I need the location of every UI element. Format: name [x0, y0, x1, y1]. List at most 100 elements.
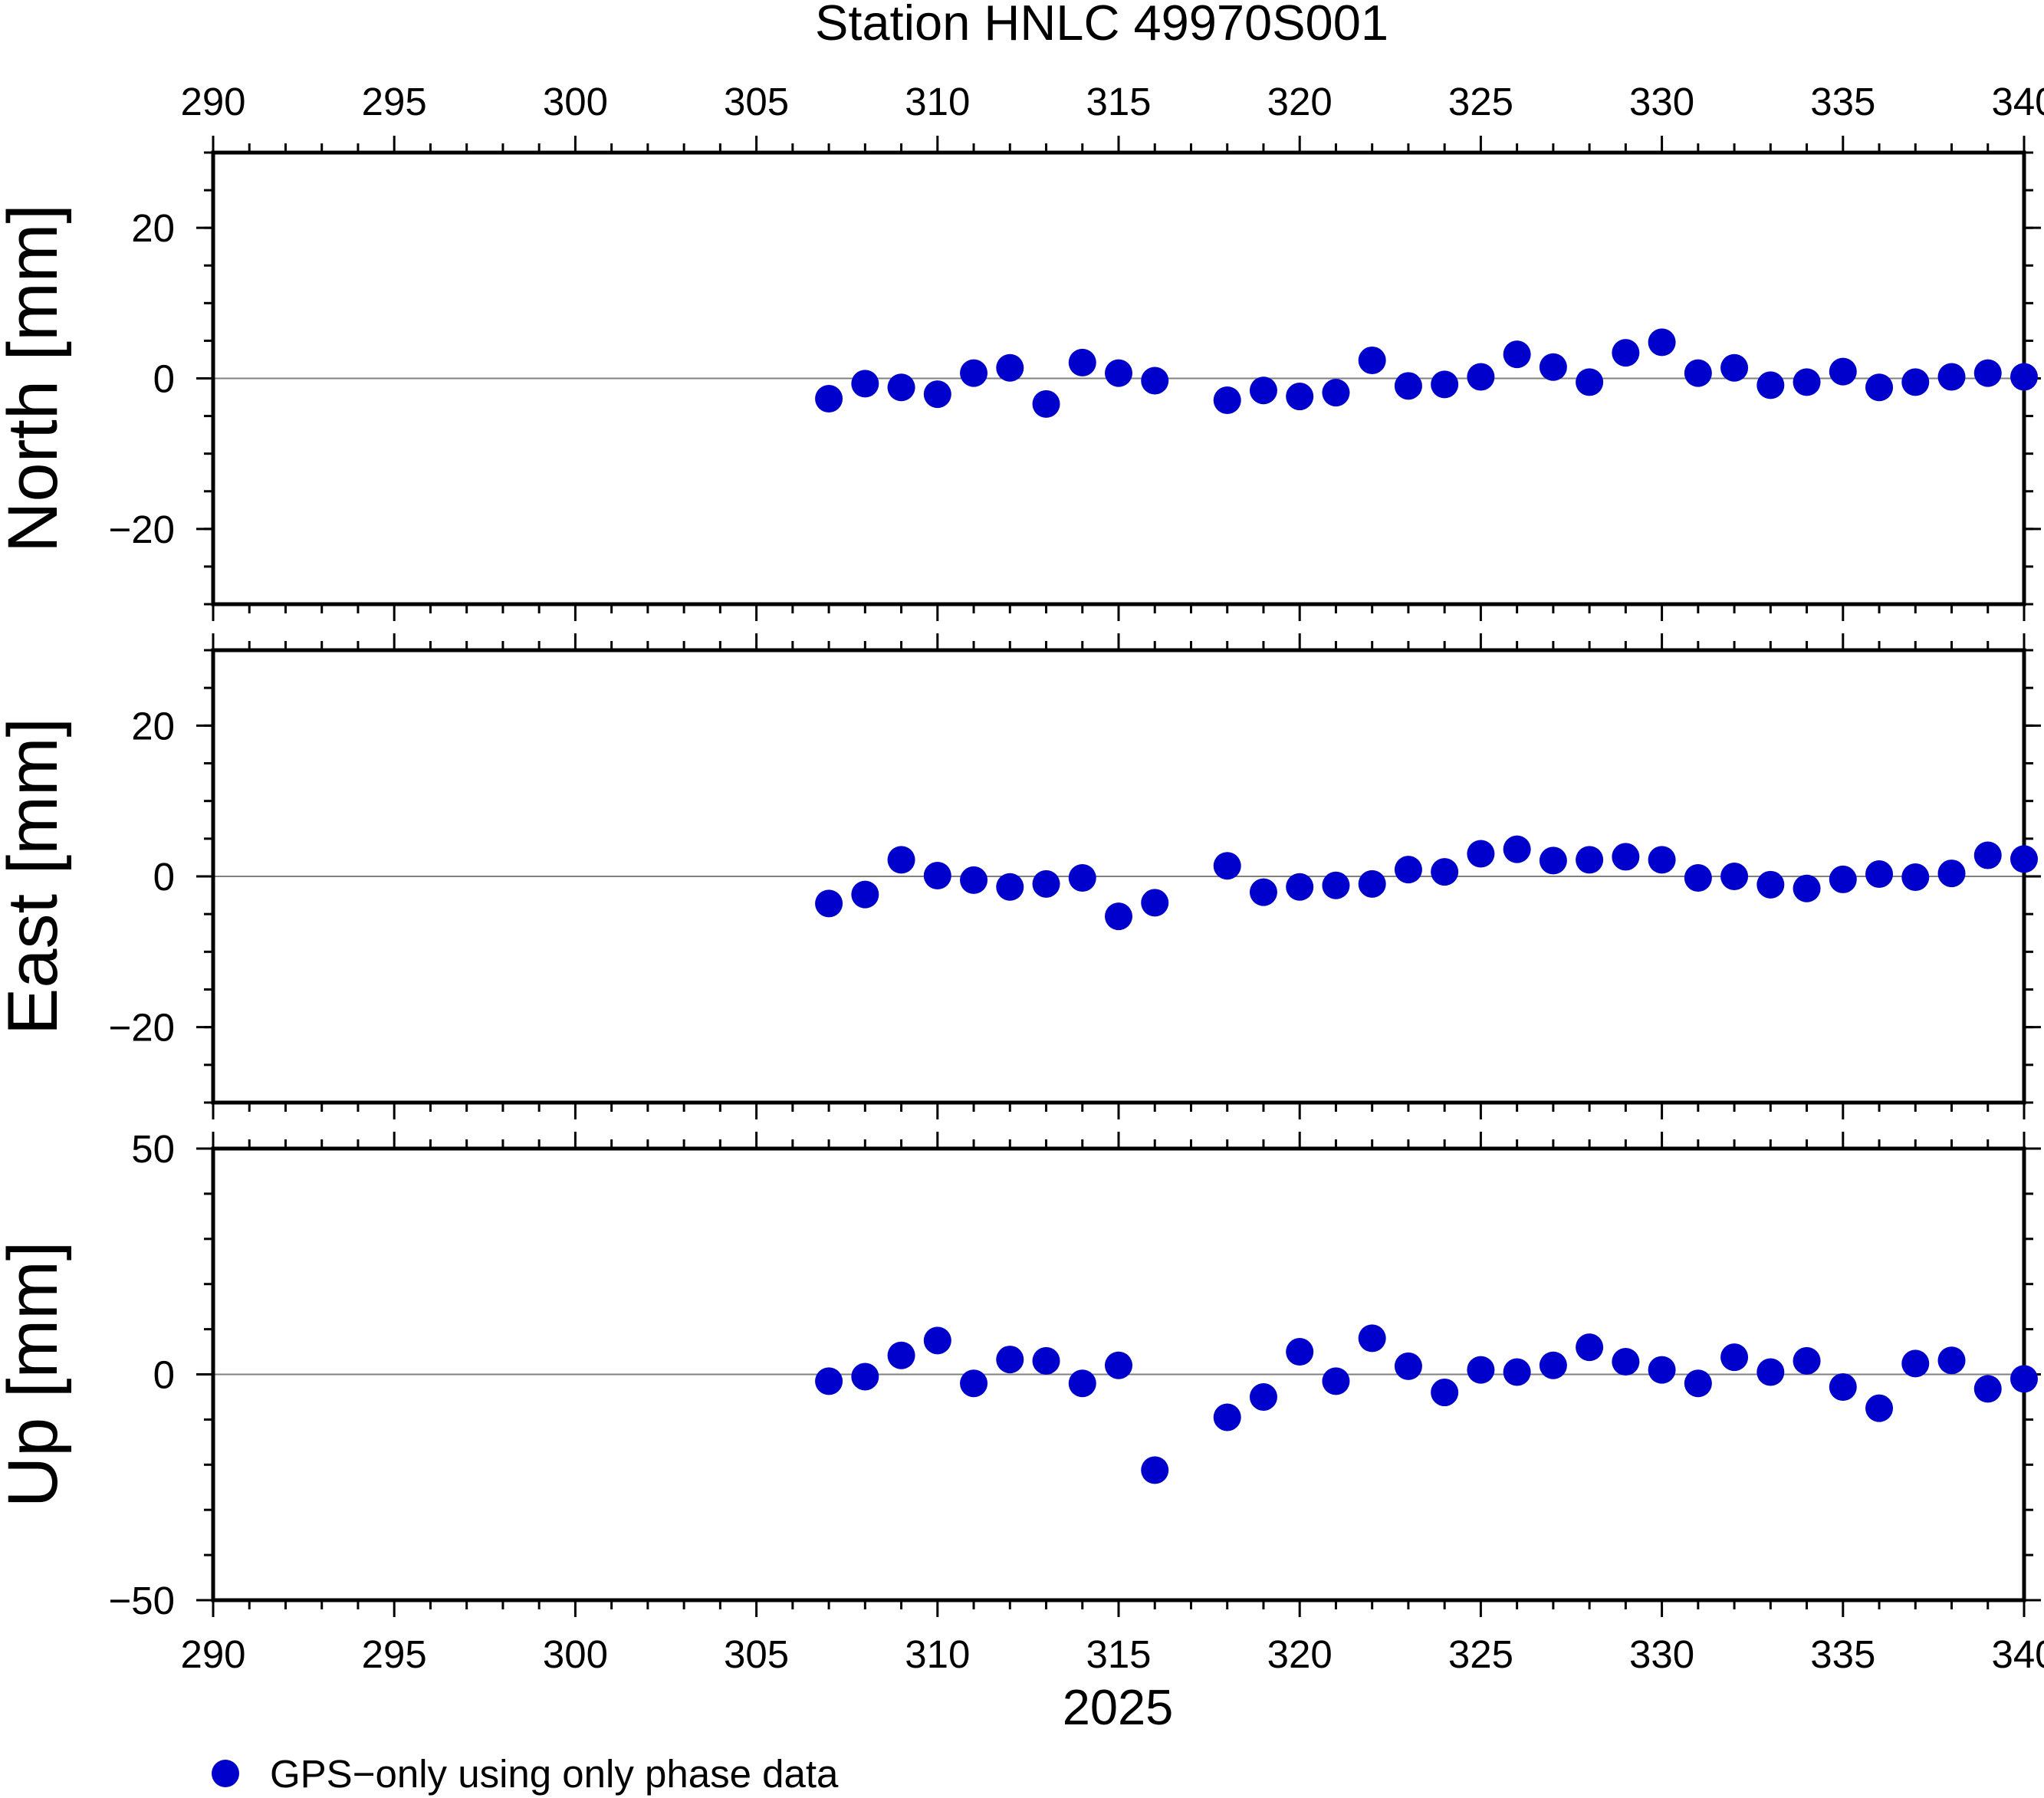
data-point — [1539, 846, 1567, 875]
data-point — [1648, 328, 1676, 357]
x-tick-label-bottom: 330 — [1629, 1632, 1694, 1676]
data-point — [1322, 379, 1350, 407]
data-point — [1503, 340, 1531, 369]
data-point — [1068, 863, 1096, 892]
data-point — [1829, 865, 1857, 893]
data-point — [1865, 860, 1894, 889]
data-point — [1829, 357, 1857, 386]
data-point — [923, 1326, 951, 1355]
data-point — [1431, 858, 1459, 886]
y-tick-label: 0 — [153, 855, 175, 899]
data-point — [815, 385, 843, 413]
x-tick-label-top: 310 — [905, 80, 970, 123]
data-point — [1793, 874, 1821, 902]
data-point — [887, 846, 915, 874]
y-tick-label: 20 — [131, 704, 175, 748]
data-point — [1394, 856, 1422, 884]
data-point — [1973, 1375, 2002, 1403]
x-tick-label-top: 300 — [543, 80, 608, 123]
data-point — [1286, 383, 1314, 411]
data-point — [815, 1367, 843, 1395]
data-point — [1720, 1343, 1749, 1372]
y-tick-label: 0 — [153, 357, 175, 401]
y-tick-label: 0 — [153, 1353, 175, 1397]
x-tick-label-top: 340 — [1991, 80, 2044, 123]
x-tick-label-top: 305 — [724, 80, 789, 123]
data-point — [1322, 1367, 1350, 1395]
data-point — [1865, 373, 1894, 402]
data-point — [851, 370, 879, 398]
data-point — [1467, 840, 1495, 868]
x-tick-label-top: 290 — [180, 80, 245, 123]
data-point — [1648, 846, 1676, 874]
data-point — [996, 353, 1024, 382]
x-tick-label-bottom: 320 — [1267, 1632, 1333, 1676]
data-point — [1901, 863, 1930, 891]
data-point — [1213, 386, 1241, 414]
x-axis-year-label: 2025 — [1063, 1679, 1174, 1735]
x-tick-label-bottom: 315 — [1086, 1632, 1151, 1676]
data-point — [1793, 368, 1821, 396]
x-tick-label-bottom: 310 — [905, 1632, 970, 1676]
data-point — [923, 862, 951, 890]
data-point — [1105, 902, 1132, 931]
data-point — [1576, 846, 1604, 874]
data-point — [1213, 852, 1241, 880]
x-tick-label-bottom: 295 — [362, 1632, 427, 1676]
data-point — [887, 373, 915, 402]
data-point — [1394, 1352, 1422, 1380]
x-tick-label-bottom: 335 — [1810, 1632, 1875, 1676]
data-point — [960, 866, 988, 894]
data-point — [1539, 353, 1567, 381]
data-point — [1865, 1394, 1894, 1422]
data-point — [1684, 1369, 1712, 1398]
data-point — [1937, 363, 1966, 391]
y-tick-label: −20 — [108, 508, 175, 551]
north-panel: 290 295 300 305 310 315 320 325 330 335 340 −20 0 20 N… — [0, 80, 2044, 621]
y-axis-title: East [mm] — [0, 718, 72, 1035]
x-tick-label-bottom: 300 — [543, 1632, 608, 1676]
data-point — [960, 359, 988, 387]
data-point — [1684, 863, 1712, 892]
legend-label: GPS−only using only phase data — [270, 1752, 839, 1796]
x-tick-label-top: 315 — [1086, 80, 1151, 123]
data-point — [1249, 1382, 1277, 1411]
data-point — [1358, 346, 1386, 374]
data-point — [1431, 1379, 1459, 1407]
data-point — [1539, 1351, 1567, 1379]
data-point — [1756, 1358, 1785, 1386]
data-point — [1973, 841, 2002, 869]
data-point — [1286, 873, 1314, 901]
data-point — [1105, 1351, 1132, 1379]
data-point — [1467, 363, 1495, 391]
data-point — [1937, 1346, 1966, 1375]
data-point — [1431, 370, 1459, 399]
x-tick-label-bottom: 290 — [180, 1632, 245, 1676]
data-point — [1973, 359, 2002, 387]
data-point — [996, 1346, 1024, 1374]
figure-title: Station HNLC 49970S001 — [815, 0, 1388, 51]
data-point — [960, 1369, 988, 1398]
data-point — [1141, 1456, 1169, 1484]
data-point — [923, 380, 951, 409]
y-tick-label: 50 — [131, 1127, 175, 1171]
data-point — [1141, 889, 1169, 917]
data-point — [1467, 1356, 1495, 1384]
data-point — [851, 880, 879, 909]
x-tick-label-bottom: 325 — [1448, 1632, 1513, 1676]
x-tick-label-top: 335 — [1810, 80, 1875, 123]
y-axis-title: North [mm] — [0, 204, 72, 553]
data-point — [1901, 368, 1930, 396]
data-point — [1068, 348, 1096, 376]
data-point — [815, 889, 843, 918]
data-point — [1358, 869, 1386, 898]
data-point — [1032, 869, 1060, 898]
data-point — [1032, 1346, 1060, 1375]
data-point — [1612, 339, 1640, 367]
legend: GPS−only using only phase data — [212, 1752, 839, 1796]
data-point — [1068, 1369, 1096, 1398]
y-tick-label: −20 — [108, 1006, 175, 1050]
data-point — [1394, 372, 1422, 400]
x-tick-label-top: 320 — [1267, 80, 1333, 123]
